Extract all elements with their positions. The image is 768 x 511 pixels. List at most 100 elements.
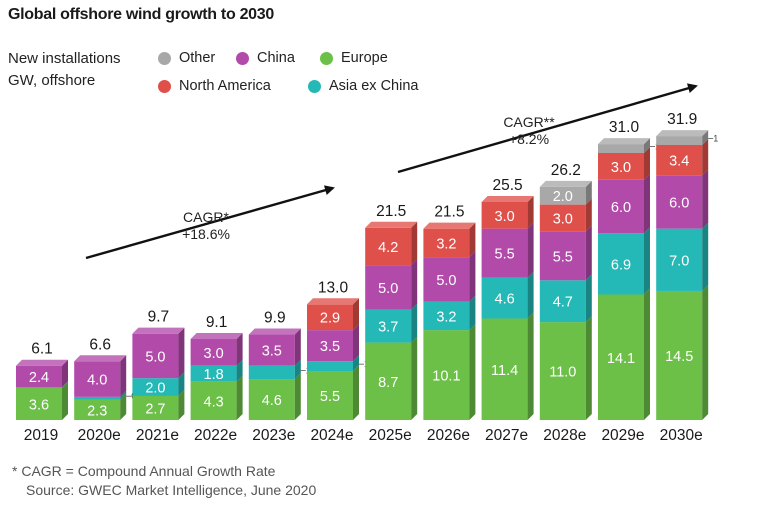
china-bar-2026e (423, 257, 470, 302)
europe-bar-2029e-label: 14.1 (607, 351, 635, 367)
china-bar-2026e-label: 5.0 (436, 273, 456, 289)
total-label-2030e: 31.9 (667, 111, 697, 128)
europe-bar-2026e-side (469, 324, 476, 420)
china-bar-2022e-side (236, 333, 243, 366)
europe-bar-2028e-label: 11.0 (549, 365, 576, 381)
total-label-2023e: 9.9 (264, 310, 286, 327)
china-bar-2025e (365, 265, 412, 310)
total-label-2025e: 21.5 (376, 203, 406, 220)
europe-bar-2030e-label: 14.5 (665, 349, 693, 365)
europe-bar-2022e-side (236, 375, 243, 420)
asia-ex-china-bar-2026e-side (469, 295, 476, 331)
north-america-bar-2026e (423, 228, 470, 258)
china-bar-2029e (598, 179, 644, 234)
europe-bar-2026e (423, 330, 470, 420)
legend-label-china: China (257, 50, 295, 66)
asia-ex-china-bar-2023e (248, 365, 295, 380)
china-bar-2028e-label: 5.5 (553, 249, 573, 265)
europe-bar-2020e-label: 2.3 (87, 403, 107, 419)
total-label-2028e: 26.2 (551, 162, 581, 179)
china-bar-2027e-side (527, 222, 534, 278)
asia-ex-china-bar-2021e (132, 378, 179, 396)
china-bar-2021e-label: 5.0 (145, 349, 165, 365)
x-tick-label-2025e: 2025e (369, 427, 412, 444)
bar-group-2025e: 8.7 3.7 5.0 4.2 21.5 (365, 203, 418, 420)
north-america-bar-2028e-label: 3.0 (553, 211, 573, 227)
north-america-bar-2025e-side (411, 221, 418, 266)
china-bar-2024e-side (353, 324, 359, 362)
europe-bar-2028e (539, 322, 586, 420)
china-bar-2026e-side (469, 251, 476, 302)
bar-group-2028e: 11.0 4.7 5.5 3.0 2.0 26.2 (539, 162, 592, 420)
annotation-1-line-2: +18.6% (182, 226, 230, 242)
china-bar-2030e (656, 175, 703, 229)
china-bar-2025e-label: 5.0 (378, 281, 398, 297)
north-america-bar-2027e (481, 201, 528, 229)
total-label-2021e: 9.7 (148, 309, 170, 326)
europe-bar-2029e-side (644, 288, 650, 420)
legend-label-europe: Europe (341, 50, 388, 66)
europe-bar-2024e-side (353, 365, 359, 420)
x-tick-label-2024e: 2024e (310, 427, 353, 444)
north-america-bar-2030e-label: 3.4 (669, 154, 689, 170)
china-bar-2019-side (62, 359, 68, 388)
north-america-bar-2029e-side (644, 147, 650, 180)
asia-ex-china-bar-2030e-label: 7.0 (669, 253, 689, 269)
other-bar-2030e (656, 136, 703, 145)
legend-item-north-america: North America (158, 78, 271, 94)
asia-ex-china-bar-2022e (190, 365, 237, 382)
asia-ex-china-bar-2022e-side (236, 359, 243, 382)
x-tick-label-2026e: 2026e (427, 427, 470, 444)
asia-ex-china-bar-2028e-side (585, 274, 592, 323)
asia-ex-china-bar-2028e (539, 280, 586, 323)
europe-bar-2021e (132, 395, 179, 420)
asia-ex-china-bar-2029e-label: 6.9 (611, 257, 631, 273)
total-label-2029e: 31.0 (609, 119, 640, 136)
asia-ex-china-bar-2028e-label: 4.7 (553, 295, 573, 311)
europe-bar-2028e-side (585, 316, 592, 420)
legend-swatch-asia-ex-china (308, 79, 321, 93)
north-america-bar-2024e-side (353, 298, 359, 331)
asia-ex-china-bar-2030e-side (702, 222, 709, 291)
legend-item-asia-ex-china: Asia ex China (308, 78, 418, 94)
europe-bar-2029e (598, 294, 644, 420)
subtitle-line-1: New installations (8, 50, 121, 67)
europe-bar-2023e-label: 4.6 (262, 393, 282, 409)
annotation-1-line-1: CAGR* (183, 209, 229, 225)
total-label-2024e: 13.0 (318, 279, 349, 296)
asia-ex-china-bar-2024e (307, 361, 353, 372)
annotation-2-line-1: CAGR** (503, 114, 555, 130)
china-bar-2020e (74, 361, 121, 397)
legend-item-other: Other (158, 50, 215, 66)
total-label-2019: 6.1 (31, 341, 53, 358)
bar-group-2023e: 4.61.53.59.9 (248, 310, 318, 420)
asia-ex-china-bar-2030e (656, 228, 703, 291)
x-tick-label-2019: 2019 (24, 427, 58, 444)
other-bar-2030e-label: 1 (713, 134, 718, 144)
europe-bar-2020e-side (120, 393, 127, 420)
europe-bar-2023e (248, 379, 295, 420)
legend-label-other: Other (179, 50, 216, 66)
europe-bar-2025e-label: 8.7 (378, 375, 398, 391)
legend-item-china: China (236, 50, 295, 66)
north-america-bar-2025e-label: 4.2 (378, 240, 398, 256)
asia-ex-china-bar-2023e-side (294, 359, 301, 380)
asia-ex-china-bar-2027e-side (527, 271, 534, 319)
total-label-2020e: 6.6 (89, 336, 111, 353)
other-bar-2028e-top (539, 180, 592, 187)
legend: Other China Europe North America Asia ex… (158, 50, 458, 100)
north-america-bar-2030e-side (702, 138, 709, 176)
europe-bar-2025e-side (411, 336, 418, 420)
asia-ex-china-bar-2020e (74, 396, 121, 400)
china-bar-2021e (132, 333, 179, 379)
asia-ex-china-bar-2025e-side (411, 303, 418, 343)
europe-bar-2020e (74, 399, 121, 420)
bar-group-2022e: 4.3 1.8 3.0 9.1 (190, 314, 243, 420)
asia-ex-china-bar-2026e (423, 301, 470, 331)
other-bar-2030e-side (702, 130, 709, 145)
china-bar-2029e-side (644, 173, 650, 234)
legend-swatch-china (236, 51, 249, 65)
bar-group-2021e: 2.7 2.0 5.0 9.7 (132, 309, 185, 420)
china-bar-2020e-label: 4.0 (87, 373, 107, 389)
